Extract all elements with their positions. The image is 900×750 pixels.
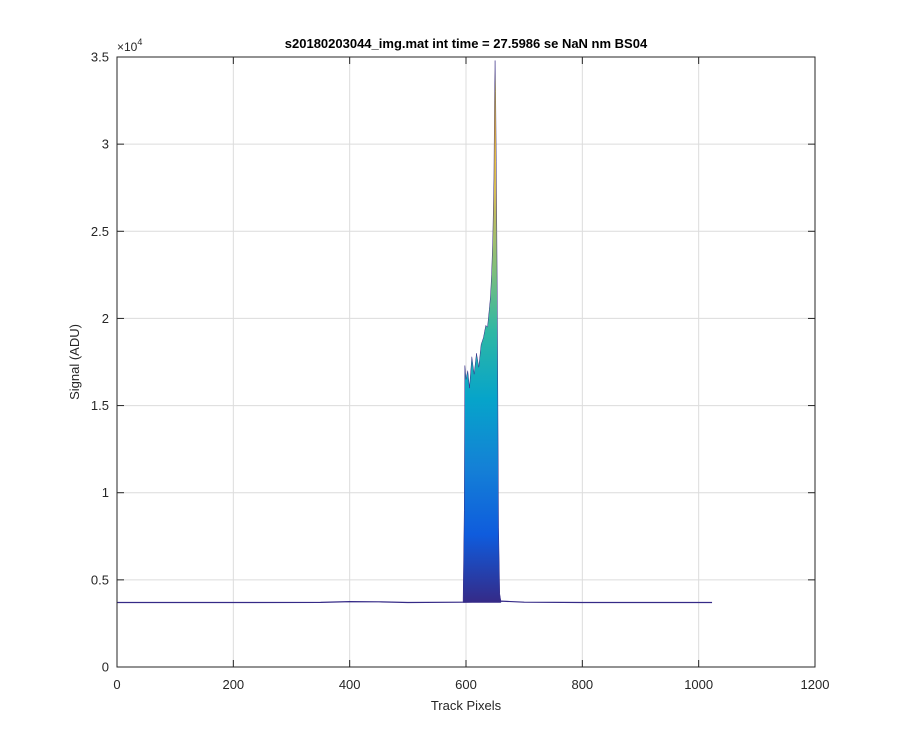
data-layer: [117, 60, 713, 604]
y-tick-label: 3.5: [91, 50, 109, 65]
y-tick-label: 2.5: [91, 224, 109, 239]
x-tick-label: 1000: [684, 677, 713, 692]
x-tick-label: 400: [339, 677, 361, 692]
grid: [117, 57, 815, 667]
ticks: 0 200 400 600 800 1000 1200 0 0.5 1 1.5 2 2.5 3 3.5: [91, 50, 830, 693]
signal-baseline-line: [117, 600, 713, 604]
y-axis-label: Signal (ADU): [67, 324, 82, 400]
x-tick-label: 1200: [801, 677, 830, 692]
y-exponent-base: ×10: [117, 40, 138, 54]
y-tick-label: 0: [102, 660, 109, 675]
y-exponent-power: 4: [137, 37, 142, 47]
y-tick-label: 1: [102, 485, 109, 500]
y-tick-label: 0.5: [91, 572, 109, 587]
y-tick-label: 1.5: [91, 398, 109, 413]
y-tick-label: 2: [102, 311, 109, 326]
chart-title: s20180203044_img.mat int time = 27.5986 …: [285, 36, 648, 51]
x-axis-label: Track Pixels: [431, 698, 502, 713]
x-tick-label: 600: [455, 677, 477, 692]
y-tick-label: 3: [102, 137, 109, 152]
x-tick-label: 0: [113, 677, 120, 692]
x-tick-label: 200: [222, 677, 244, 692]
y-exponent-label: ×104: [117, 37, 142, 54]
signal-peak-area: [462, 60, 502, 603]
x-tick-label: 800: [571, 677, 593, 692]
